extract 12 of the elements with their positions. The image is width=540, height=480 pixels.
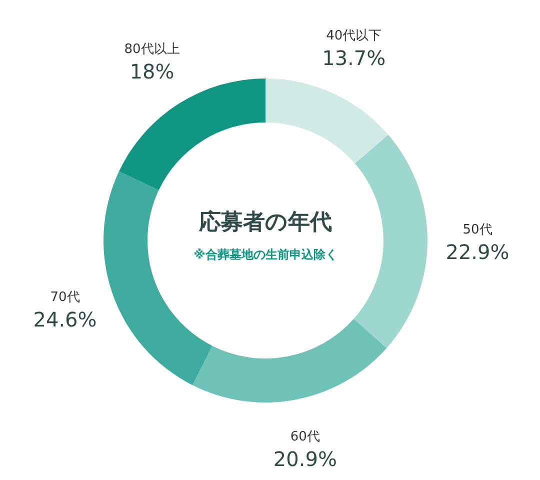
- slice-label: 70代: [50, 290, 80, 305]
- data-label: 13.7%: [322, 46, 386, 70]
- slice-label: 50代: [462, 222, 492, 238]
- text: ※合葬墓地の生前申込除く: [194, 248, 338, 262]
- text: 応募者の年代: [198, 209, 332, 235]
- slice-label: 60代: [290, 429, 320, 444]
- data-label: 22.9%: [446, 240, 510, 264]
- data-label: 24.6%: [33, 307, 97, 332]
- slice-label: 80代以上: [124, 42, 180, 57]
- data-label: 20.9%: [273, 446, 337, 471]
- slice-label: 40代以下: [326, 28, 382, 44]
- data-label: 18%: [130, 59, 174, 84]
